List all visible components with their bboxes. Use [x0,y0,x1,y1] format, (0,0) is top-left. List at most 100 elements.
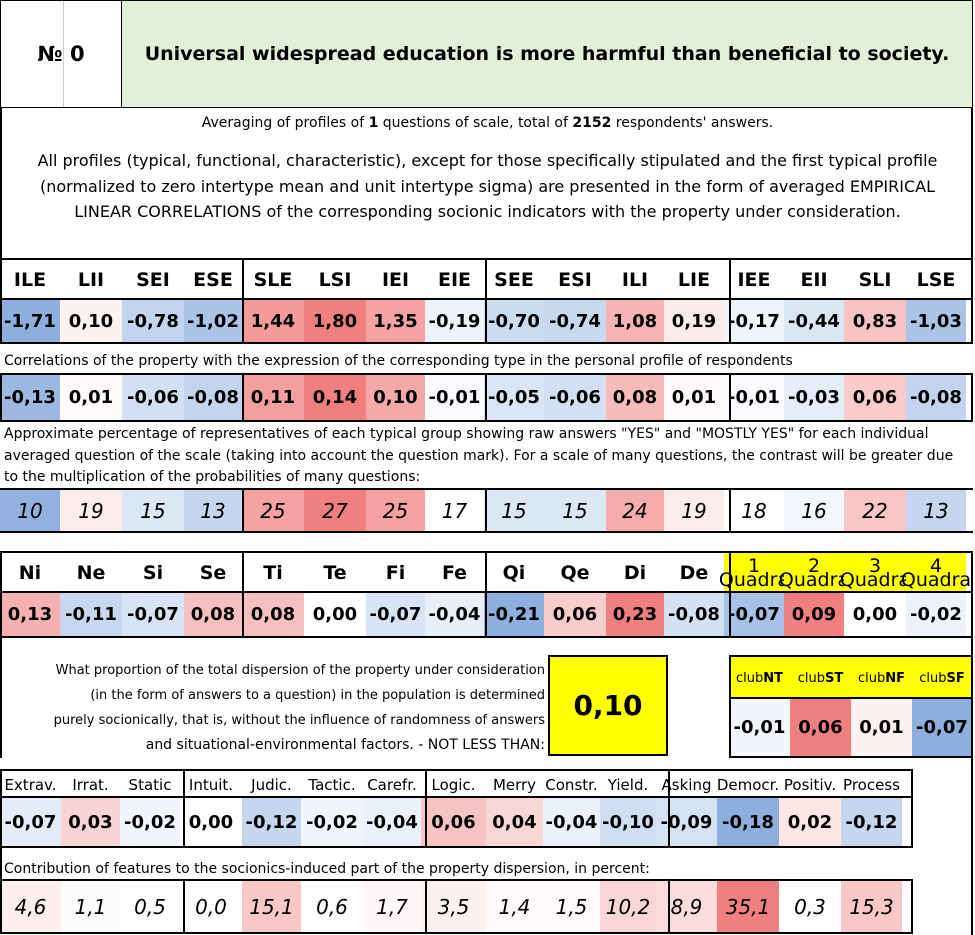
type-label-10: ILI [621,269,649,291]
type-normalized-11: 0,19 [664,300,724,342]
club-value-2: 0,01 [851,699,912,756]
feature-contribution-7: 3,5 [421,881,486,933]
type-correlation-14: 0,06 [844,375,906,420]
type-labels-row: ILE LII SEI ESE SLE LSI IEI EIE SEE ESI ILI LIE IEE E… [0,260,966,300]
quadra-word: Quadra [839,569,911,591]
frame-left [0,108,2,258]
type-normalized-14: 0,83 [844,300,906,342]
quadra-label-2: 3 Quadra [840,553,910,593]
function-label-11: De [679,562,709,584]
type-normalized-9: -0,74 [544,300,606,342]
function-label-1: Ne [76,562,106,584]
feature-label-2: Static [128,775,172,794]
feature-contribution-12: 35,1 [717,881,779,933]
type-percent-10: 24 [606,490,664,531]
function-labels-row: Ni Ne Si Se Ti Te Fi Fe Qi Qe Di De 1 Quadra 2 Quadra 3 Q… [0,553,971,593]
feature-label-4: Judic. [251,775,292,794]
club-prefix: club [919,670,947,686]
type-normalized-0: -1,71 [0,300,60,342]
type-normalized-4: 1,44 [242,300,304,342]
feature-group-sep-2 [668,769,670,848]
club-value-1: 0,06 [790,699,851,756]
type-label-2: SEI [136,269,170,291]
type-normalized-12: -0,17 [724,300,784,342]
contrib-group-sep-2 [668,879,670,934]
function-value-11: -0,08 [664,593,724,636]
function-label-5: Te [323,562,347,584]
function-value-6: -0,07 [366,593,425,636]
feature-contribution-14: 15,3 [841,881,902,933]
type-correlation-11: 0,01 [664,375,724,420]
feature-group-sep-1 [425,769,427,848]
feature-header-sep [0,796,913,798]
type-normalized-5: 1,80 [304,300,366,342]
feature-value-3: 0,00 [180,798,242,846]
feature-value-14: -0,12 [841,798,902,846]
feature-value-1: 0,03 [61,798,120,846]
feature-label-13: Positiv. [783,775,837,794]
function-group-sep-1 [485,551,487,638]
type-normalized-13: -0,44 [784,300,844,342]
pct-group-sep-2 [729,488,731,533]
feature-value-5: -0,02 [301,798,363,846]
feature-value-4: -0,12 [242,798,301,846]
type-correlation-8: -0,05 [484,375,544,420]
type-normalized-7: -0,19 [425,300,484,342]
type-percent-2: 15 [122,490,184,531]
type-normalized-10: 1,08 [606,300,664,342]
feature-value-7: 0,06 [421,798,486,846]
type-group-sep-0 [242,258,244,344]
contrib-top-border [0,879,913,881]
question-number: № 0 [0,0,122,108]
contrib-left-border [0,879,2,934]
function-value-1: -0,11 [60,593,122,636]
feature-contributions-row: 4,6 1,1 0,5 0,0 15,1 0,6 1,7 3,5 1,4 1,5 10,2 8,9 35… [0,881,902,933]
feature-group-sep-0 [183,769,185,848]
type-label-4: SLE [253,269,293,291]
feature-value-12: -0,18 [717,798,779,846]
type-correlation-10: 0,08 [606,375,664,420]
function-label-9: Qe [560,562,590,584]
feature-labels-row: Extrav. Irrat. Static Intuit. Judic. Tactic. C… [0,771,902,798]
quadra-value-2: 0,00 [844,593,906,636]
quadra-number: 3 [868,555,882,577]
feature-value-6: -0,04 [363,798,421,846]
pct-group-sep-0 [242,488,244,533]
function-label-2: Si [142,562,164,584]
type-percent-15: 13 [906,490,966,531]
feature-label-1: Irrat. [72,775,109,794]
function-label-8: Qi [502,562,526,584]
club-label-3: club SF [912,657,972,699]
quadra-value-3: -0,02 [906,593,966,636]
feature-value-8: 0,04 [486,798,543,846]
quadra-value-0: -0,07 [724,593,784,636]
feature-label-0: Extrav. [4,775,57,794]
type-percent-0: 10 [0,490,60,531]
type-normalized-8: -0,70 [484,300,544,342]
type-percent-1: 19 [60,490,122,531]
club-label-0: club NT [729,657,790,699]
type-percent-11: 19 [664,490,724,531]
club-table-border [729,655,973,758]
type-correlations-row: -0,13 0,01 -0,06 -0,08 0,11 0,14 0,10 -0,01 -0,0… [0,375,966,420]
type-percent-13: 16 [784,490,844,531]
type-group-sep-1 [485,258,487,344]
averaging-summary: Averaging of profiles of 1 questions of … [0,115,975,131]
function-value-9: 0,06 [544,593,606,636]
type-correlation-12: -0,01 [724,375,784,420]
pct-group-sep-1 [485,488,487,533]
function-group-sep-2 [729,551,731,638]
club-value-0: -0,01 [729,699,790,756]
type-percent-12: 18 [724,490,784,531]
feature-contribution-8: 1,4 [486,881,543,933]
feature-label-12: Democr. [716,775,780,794]
type-percent-14: 22 [844,490,906,531]
averaging-questions: 1 [368,115,379,131]
type-normalized-row: -1,71 0,10 -0,78 -1,02 1,44 1,80 1,35 -0,19 -0,7… [0,300,966,342]
feature-value-13: 0,02 [779,798,841,846]
type-percent-4: 25 [242,490,304,531]
function-value-5: 0,00 [304,593,366,636]
quadra-value-1: 0,09 [784,593,844,636]
type-percent-6: 25 [366,490,425,531]
function-label-0: Ni [18,562,42,584]
